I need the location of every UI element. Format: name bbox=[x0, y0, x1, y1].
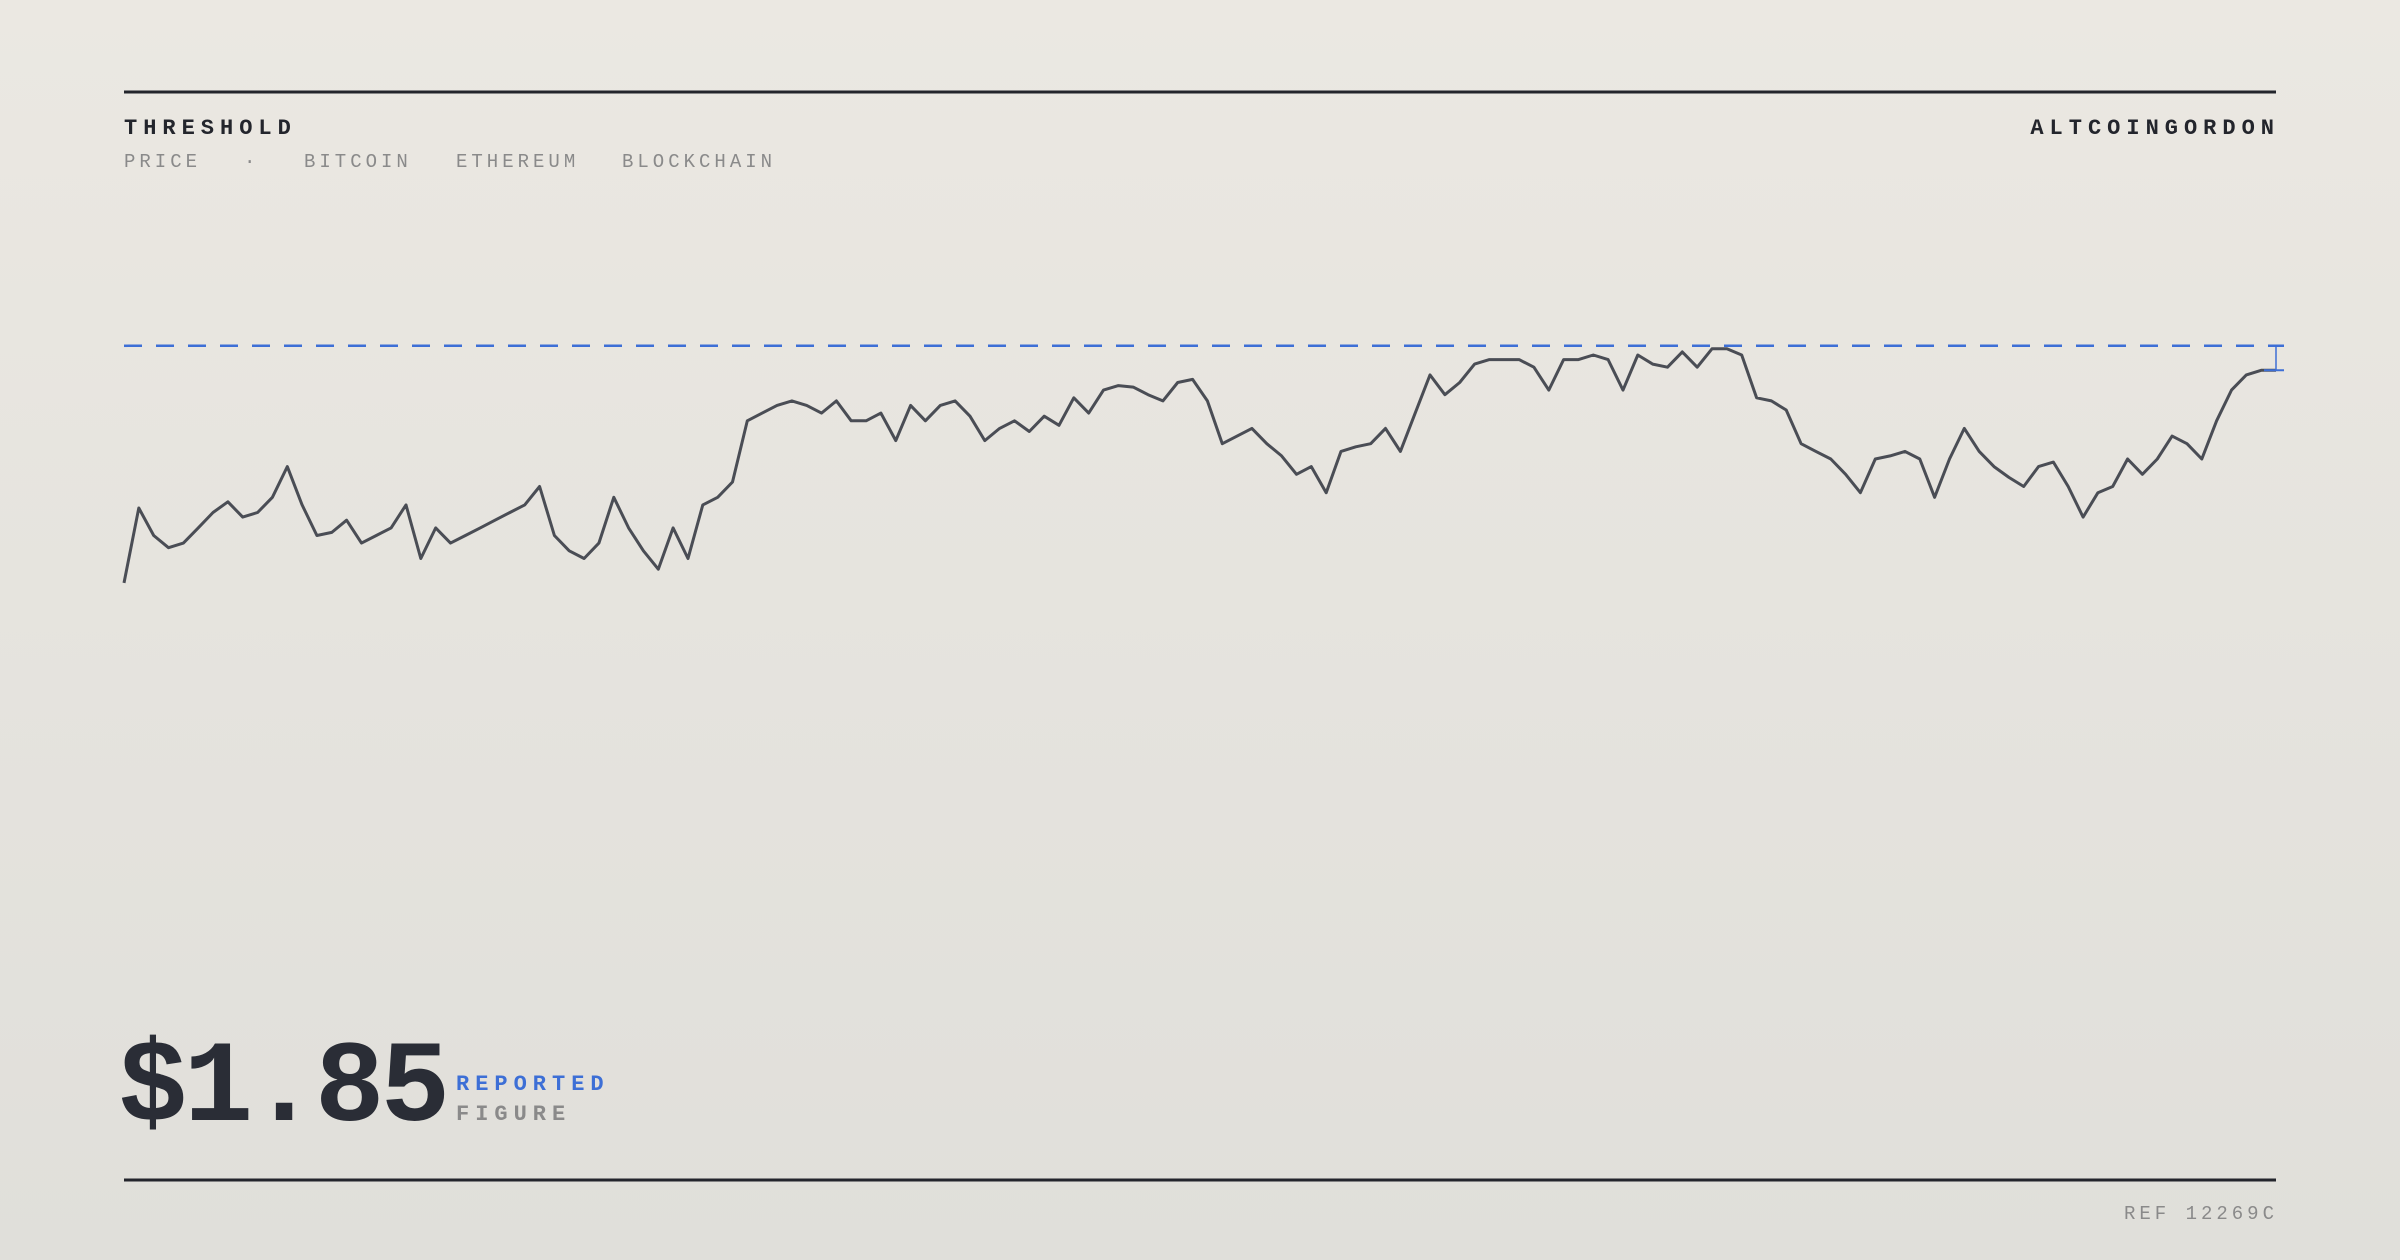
title: THRESHOLD bbox=[124, 116, 297, 141]
brand: ALTCOINGORDON bbox=[2030, 116, 2280, 141]
nav-item: · bbox=[244, 151, 259, 173]
price-line bbox=[122, 347, 2276, 584]
nav-item: BLOCKCHAIN bbox=[622, 151, 776, 173]
ref: REF 12269C bbox=[2124, 1203, 2278, 1225]
figure-label: REPORTED bbox=[456, 1072, 610, 1097]
nav-item: ETHEREUM bbox=[456, 151, 579, 173]
figure-sublabel: FIGURE bbox=[456, 1102, 571, 1127]
figure-value: $1.85 bbox=[118, 1023, 446, 1155]
chart bbox=[122, 344, 2284, 584]
nav-item: BITCOIN bbox=[304, 151, 412, 173]
nav: PRICE · BITCOIN ETHEREUM BLOCKCHAIN bbox=[124, 151, 776, 173]
nav-item: PRICE bbox=[124, 151, 201, 173]
